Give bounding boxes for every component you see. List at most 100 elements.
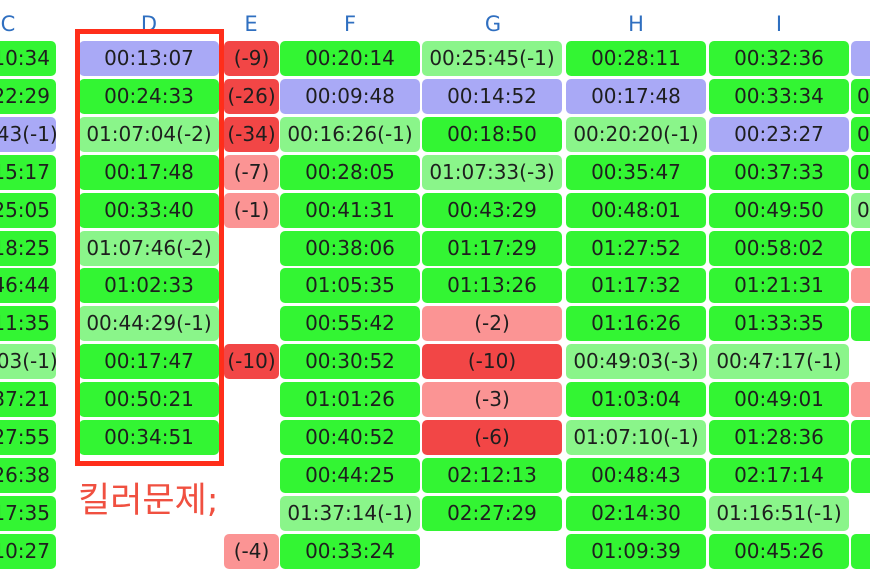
grid-cell[interactable]: 05 [851,193,870,228]
grid-cell[interactable]: (-6) [422,420,562,455]
grid-cell[interactable]: 46:44 [0,268,56,303]
grid-cell[interactable]: (-10) [224,344,279,379]
grid-cell[interactable]: 00:48:43 [566,458,706,493]
grid-cell[interactable]: 01:16:51(-1) [709,496,849,531]
grid-cell[interactable]: 00:17:48 [79,155,219,190]
grid-cell[interactable]: (-3) [422,382,562,417]
grid-cell[interactable]: 00:17:48 [566,79,706,114]
grid-cell[interactable]: 02:17:14 [709,458,849,493]
grid-cell[interactable]: (-34) [224,117,279,152]
grid-cell[interactable]: (-26) [224,79,279,114]
grid-cell[interactable]: 00:43:29 [422,193,562,228]
grid-cell[interactable] [224,306,279,341]
column-header-c[interactable]: C [0,12,16,36]
grid-cell[interactable]: 01:21:31 [709,268,849,303]
grid-cell[interactable]: 00:13:07 [79,41,219,76]
grid-cell[interactable] [851,496,870,531]
column-header-i[interactable]: I [775,12,783,36]
grid-cell[interactable]: 00:24:33 [79,79,219,114]
grid-cell[interactable]: :43(-1) [0,117,56,152]
grid-cell[interactable]: 10:34 [0,41,56,76]
grid-cell[interactable] [851,534,870,569]
grid-cell[interactable] [224,496,279,531]
grid-cell[interactable]: 00:20:14 [280,41,420,76]
grid-cell[interactable]: 00:28:05 [280,155,420,190]
grid-cell[interactable] [851,344,870,379]
grid-cell[interactable]: 00:18:50 [422,117,562,152]
grid-cell[interactable]: 0 [851,79,870,114]
grid-cell[interactable]: 01:01:26 [280,382,420,417]
grid-cell[interactable]: 00:41:31 [280,193,420,228]
grid-cell[interactable] [224,458,279,493]
grid-cell[interactable]: 00:40:52 [280,420,420,455]
grid-cell[interactable]: 01:17:32 [566,268,706,303]
grid-cell[interactable]: 01:16:26 [566,306,706,341]
grid-cell[interactable]: 10:27 [0,534,56,569]
grid-cell[interactable]: 00:44:29(-1) [79,306,219,341]
grid-cell[interactable]: 02:12:13 [422,458,562,493]
grid-cell[interactable]: 00:25:45(-1) [422,41,562,76]
grid-cell[interactable]: 01:07:46(-2) [79,231,219,266]
grid-cell[interactable]: 00:16:26(-1) [280,117,420,152]
grid-cell[interactable]: 01:02:33 [79,268,219,303]
grid-cell[interactable]: 11:35 [0,306,56,341]
grid-cell[interactable]: 00:32:36 [709,41,849,76]
grid-cell[interactable]: 01:07:04(-2) [79,117,219,152]
grid-cell[interactable]: 00:35:47 [566,155,706,190]
grid-cell[interactable]: 37:21 [0,382,56,417]
grid-cell[interactable]: 15:17 [0,155,56,190]
grid-cell[interactable]: 26:38 [0,458,56,493]
grid-cell[interactable] [851,268,870,303]
grid-cell[interactable]: 00:38:06 [280,231,420,266]
grid-cell[interactable] [851,41,870,76]
grid-cell[interactable]: 01:28:36 [709,420,849,455]
grid-cell[interactable] [79,534,219,569]
grid-cell[interactable]: 27:55 [0,420,56,455]
grid-cell[interactable]: 01:07:10(-1) [566,420,706,455]
grid-cell[interactable]: 00:33:24 [280,534,420,569]
grid-cell[interactable]: 0 [851,117,870,152]
grid-cell[interactable]: (-1) [224,193,279,228]
grid-cell[interactable]: 01:37:14(-1) [280,496,420,531]
grid-cell[interactable]: 00:14:52 [422,79,562,114]
grid-cell[interactable] [224,231,279,266]
grid-cell[interactable]: 0 [851,155,870,190]
grid-cell[interactable]: 00:49:01 [709,382,849,417]
grid-cell[interactable]: 02:14:30 [566,496,706,531]
grid-cell[interactable] [851,420,870,455]
grid-cell[interactable]: 01:07:33(-3) [422,155,562,190]
grid-cell[interactable]: 00:30:52 [280,344,420,379]
grid-cell[interactable]: 00:45:26 [709,534,849,569]
grid-cell[interactable]: 00:49:50 [709,193,849,228]
grid-cell[interactable]: 01:17:29 [422,231,562,266]
column-header-h[interactable]: H [628,12,644,36]
column-header-f[interactable]: F [343,12,357,36]
grid-cell[interactable] [224,420,279,455]
grid-cell[interactable] [422,534,562,569]
grid-cell[interactable]: 17:35 [0,496,56,531]
grid-cell[interactable]: (-2) [422,306,562,341]
grid-cell[interactable]: 00:17:47 [79,344,219,379]
grid-cell[interactable]: 00:28:11 [566,41,706,76]
grid-cell[interactable]: (-10) [422,344,562,379]
grid-cell[interactable]: 01:05:35 [280,268,420,303]
grid-cell[interactable]: 01:13:26 [422,268,562,303]
grid-cell[interactable] [224,382,279,417]
grid-cell[interactable]: 00:37:33 [709,155,849,190]
grid-cell[interactable]: 00:34:51 [79,420,219,455]
grid-cell[interactable]: 00:48:01 [566,193,706,228]
grid-cell[interactable]: 00:49:03(-3) [566,344,706,379]
grid-cell[interactable]: 00:58:02 [709,231,849,266]
grid-cell[interactable]: 00:44:25 [280,458,420,493]
grid-cell[interactable]: 25:05 [0,193,56,228]
grid-cell[interactable]: :03(-1) [0,344,56,379]
grid-cell[interactable]: 00:09:48 [280,79,420,114]
grid-cell[interactable]: 00:55:42 [280,306,420,341]
column-header-g[interactable]: G [484,12,502,36]
grid-cell[interactable]: 18:25 [0,231,56,266]
column-header-e[interactable]: E [244,12,258,36]
grid-cell[interactable]: 00:23:27 [709,117,849,152]
grid-cell[interactable]: 01:27:52 [566,231,706,266]
grid-cell[interactable]: (-7) [224,155,279,190]
grid-cell[interactable] [851,382,870,417]
